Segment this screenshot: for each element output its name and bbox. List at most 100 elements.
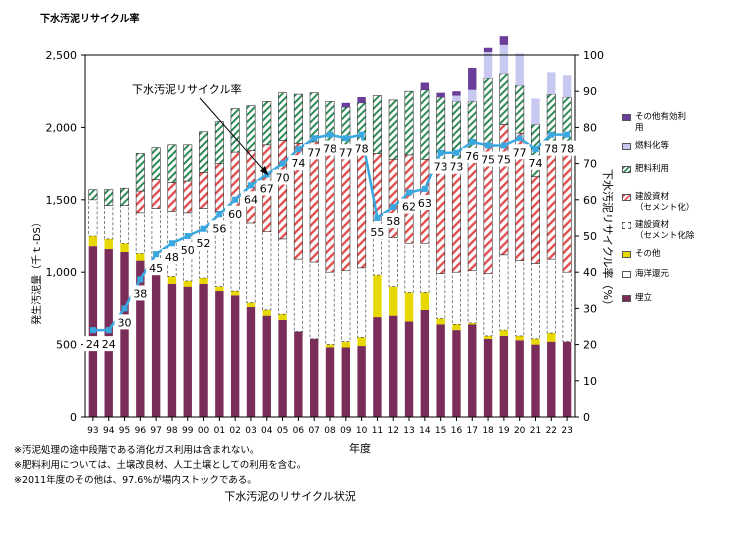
callout-label: 下水汚泥リサイクル率 xyxy=(132,82,241,96)
bar-segment xyxy=(183,280,192,287)
x-tick-label: 03 xyxy=(245,426,256,436)
bar-segment xyxy=(388,237,398,287)
bar-segment xyxy=(278,319,287,417)
rate-label-bg xyxy=(557,140,578,156)
rate-point xyxy=(153,251,160,258)
rate-point xyxy=(564,131,571,138)
y-right-tick-label: 70 xyxy=(583,158,597,171)
rate-point xyxy=(437,149,444,156)
note-1: ※汚泥処理の途中段階である消化ガス利用は含まれない。 xyxy=(14,445,260,456)
bar-segment xyxy=(499,44,509,74)
legend-label: 建設資材 （セメント化） xyxy=(635,192,694,214)
rate-label: 74 xyxy=(528,157,542,170)
bar-segment xyxy=(373,317,382,417)
bar-segment xyxy=(499,36,509,45)
bar-segment xyxy=(214,163,224,212)
legend-label-line1: 建設資材 xyxy=(635,192,670,202)
rate-label-bg xyxy=(114,314,135,330)
y-left-tick-label: 2,000 xyxy=(46,121,78,134)
bar-segment xyxy=(547,333,556,342)
bar-segment xyxy=(357,267,367,338)
bar-segment xyxy=(468,68,477,90)
bar-segment xyxy=(167,283,177,417)
callout-arrowhead xyxy=(260,166,268,175)
rate-label-bg xyxy=(462,147,483,163)
legend-swatch xyxy=(622,166,631,173)
bar-segment xyxy=(562,75,572,97)
bar-segment xyxy=(436,324,445,417)
bar-segment xyxy=(230,291,240,296)
legend-label: 肥料利用 xyxy=(635,164,669,175)
bar-segment xyxy=(452,324,461,331)
bar-segment xyxy=(325,271,335,345)
y-left-tick-label: 0 xyxy=(70,411,77,424)
bar-segment xyxy=(183,180,193,214)
bar-segment xyxy=(483,273,493,337)
legend-swatch xyxy=(622,143,631,150)
bar-segment xyxy=(230,108,240,153)
bar-segment xyxy=(404,90,414,156)
legend-label: その他 xyxy=(635,249,661,260)
y-axis-title-right: 下水汚泥リサイクル率（%） xyxy=(601,169,615,311)
bar-segment xyxy=(452,95,461,102)
x-tick-label: 93 xyxy=(87,426,98,436)
x-tick-label: 05 xyxy=(277,426,288,436)
bar-segment xyxy=(246,222,256,303)
bar-segment xyxy=(262,315,271,417)
bar-segment xyxy=(515,53,524,86)
x-tick-label: 97 xyxy=(150,426,161,436)
rate-point xyxy=(263,171,270,178)
rate-point xyxy=(421,185,428,192)
y-right-tick-label: 0 xyxy=(583,411,590,424)
legend-swatch xyxy=(622,271,631,278)
bar-segment xyxy=(562,271,572,343)
bar-segment xyxy=(199,171,209,209)
rate-point xyxy=(327,131,333,138)
legend-label: 海洋還元 xyxy=(635,269,669,280)
rate-point xyxy=(295,146,302,153)
x-tick-label: 18 xyxy=(482,426,494,436)
bar-segment xyxy=(420,242,430,293)
y-right-tick-label: 60 xyxy=(583,194,597,207)
y-left-tick-label: 2,500 xyxy=(46,49,78,62)
rate-point xyxy=(137,276,144,283)
y-right-tick-label: 40 xyxy=(583,266,597,279)
bar-segment xyxy=(372,153,382,221)
bar-segment xyxy=(278,314,287,320)
rate-point xyxy=(342,135,349,142)
rate-label: 77 xyxy=(513,146,527,159)
bar-segment xyxy=(151,179,161,209)
legend-label-line2: （セメント化除 xyxy=(635,231,695,241)
rate-label-bg xyxy=(272,169,293,185)
bar-segment xyxy=(436,273,446,319)
legend-label-line1: 肥料利用 xyxy=(635,164,670,174)
bar-segment xyxy=(262,231,272,311)
bar-segment xyxy=(420,89,430,160)
x-tick-label: 04 xyxy=(261,426,273,436)
bar-segment xyxy=(199,283,208,417)
bar-segment xyxy=(546,143,556,260)
rate-label: 52 xyxy=(197,237,211,250)
bar-segment xyxy=(372,95,382,154)
rate-point xyxy=(469,138,476,145)
rate-label: 74 xyxy=(291,157,305,170)
bar-segment xyxy=(547,341,556,417)
bar-segment xyxy=(120,251,129,417)
bar-segment xyxy=(88,236,98,247)
bar-segment xyxy=(420,292,430,310)
rate-label: 55 xyxy=(370,226,384,239)
legend-swatch xyxy=(622,295,631,302)
rate-label: 76 xyxy=(465,150,479,163)
rate-label: 58 xyxy=(386,215,400,228)
x-tick-label: 99 xyxy=(182,426,194,436)
bar-segment xyxy=(246,302,256,307)
bar-segment xyxy=(262,309,271,316)
bar-segment xyxy=(341,270,351,343)
rate-point xyxy=(516,135,523,142)
rate-point xyxy=(247,182,254,189)
bar-segment xyxy=(357,96,366,103)
bar-segment xyxy=(515,260,525,337)
rate-label: 48 xyxy=(165,251,179,264)
rate-label-bg xyxy=(367,223,388,239)
bar-segment xyxy=(499,73,509,125)
